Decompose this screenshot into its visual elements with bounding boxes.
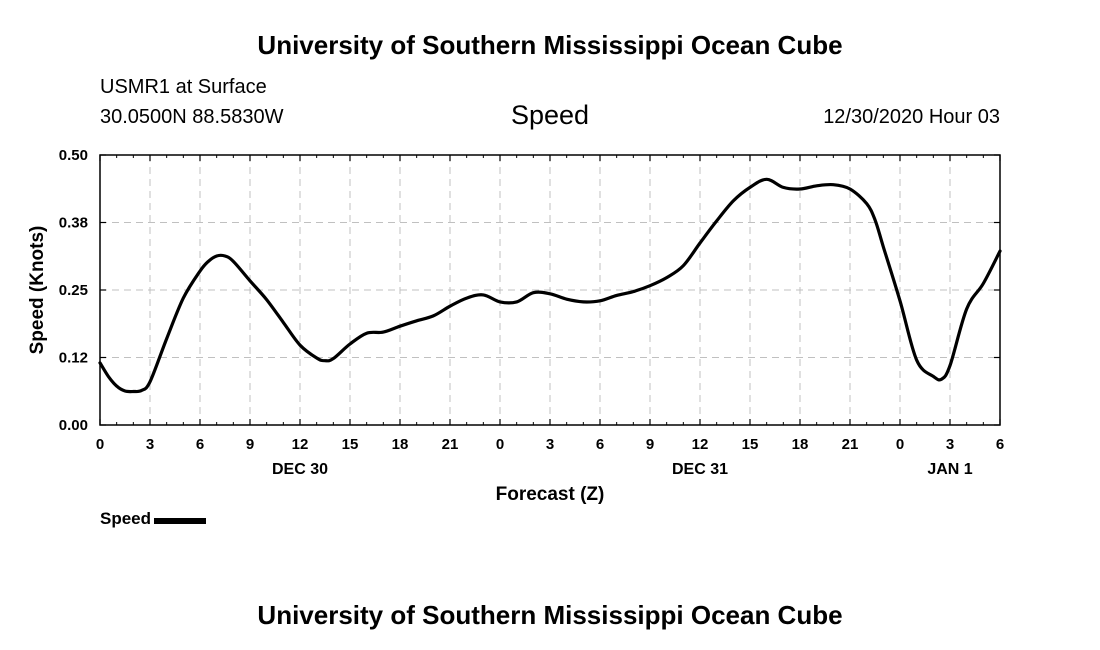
x-tick-label: 3 [946, 436, 954, 453]
x-tick-label: 6 [196, 436, 204, 453]
label-layer: Forecast (Z) Speed (Knots) [27, 226, 604, 505]
y-tick-label: 0.50 [59, 147, 88, 164]
y-axis-title: Speed (Knots) [27, 226, 48, 355]
y-tick-label: 0.00 [59, 417, 88, 434]
grid-layer [100, 155, 1000, 425]
chart-header-title: University of Southern Mississippi Ocean… [257, 30, 843, 60]
x-tick-label: 21 [442, 436, 459, 453]
day-label: DEC 31 [672, 461, 728, 478]
series-layer [98, 177, 1002, 394]
day-label: JAN 1 [927, 461, 972, 478]
x-tick-label: 12 [692, 436, 709, 453]
x-tick-label: 15 [742, 436, 759, 453]
x-tick-label: 0 [96, 436, 104, 453]
x-tick-label: 15 [342, 436, 359, 453]
legend: Speed [100, 509, 207, 529]
x-tick-label: 3 [146, 436, 154, 453]
x-tick-label: 9 [646, 436, 654, 453]
legend-label: Speed [100, 509, 152, 528]
x-tick-label: 0 [496, 436, 504, 453]
x-tick-label: 18 [392, 436, 409, 453]
x-tick-label: 9 [246, 436, 254, 453]
station-label: USMR1 at Surface [100, 76, 267, 98]
x-tick-label: 3 [546, 436, 554, 453]
x-tick-label: 12 [292, 436, 309, 453]
chart-footer-title: University of Southern Mississippi Ocean… [257, 600, 843, 630]
y-tick-label: 0.25 [59, 282, 88, 299]
y-tick-label: 0.12 [59, 350, 88, 367]
datetime-label: 12/30/2020 Hour 03 [823, 106, 1000, 128]
x-tick-label: 0 [896, 436, 904, 453]
axis-layer: 0 3 6 9 12 15 18 21 0 3 6 9 12 15 18 21 0 3 6 0.00 0.12 0.25 0… [59, 147, 1004, 478]
variable-title: Speed [510, 100, 590, 130]
x-tick-label: 6 [596, 436, 604, 453]
x-tick-label: 18 [792, 436, 809, 453]
day-label: DEC 30 [272, 461, 328, 478]
legend-line-swatch [154, 517, 207, 524]
x-tick-label: 6 [996, 436, 1004, 453]
coordinates-label: 30.0500N 88.5830W [100, 106, 284, 128]
y-tick-label: 0.38 [59, 215, 88, 232]
series-line-speed [98, 177, 1002, 394]
x-axis-title: Forecast (Z) [496, 484, 605, 505]
x-tick-label: 21 [842, 436, 859, 453]
